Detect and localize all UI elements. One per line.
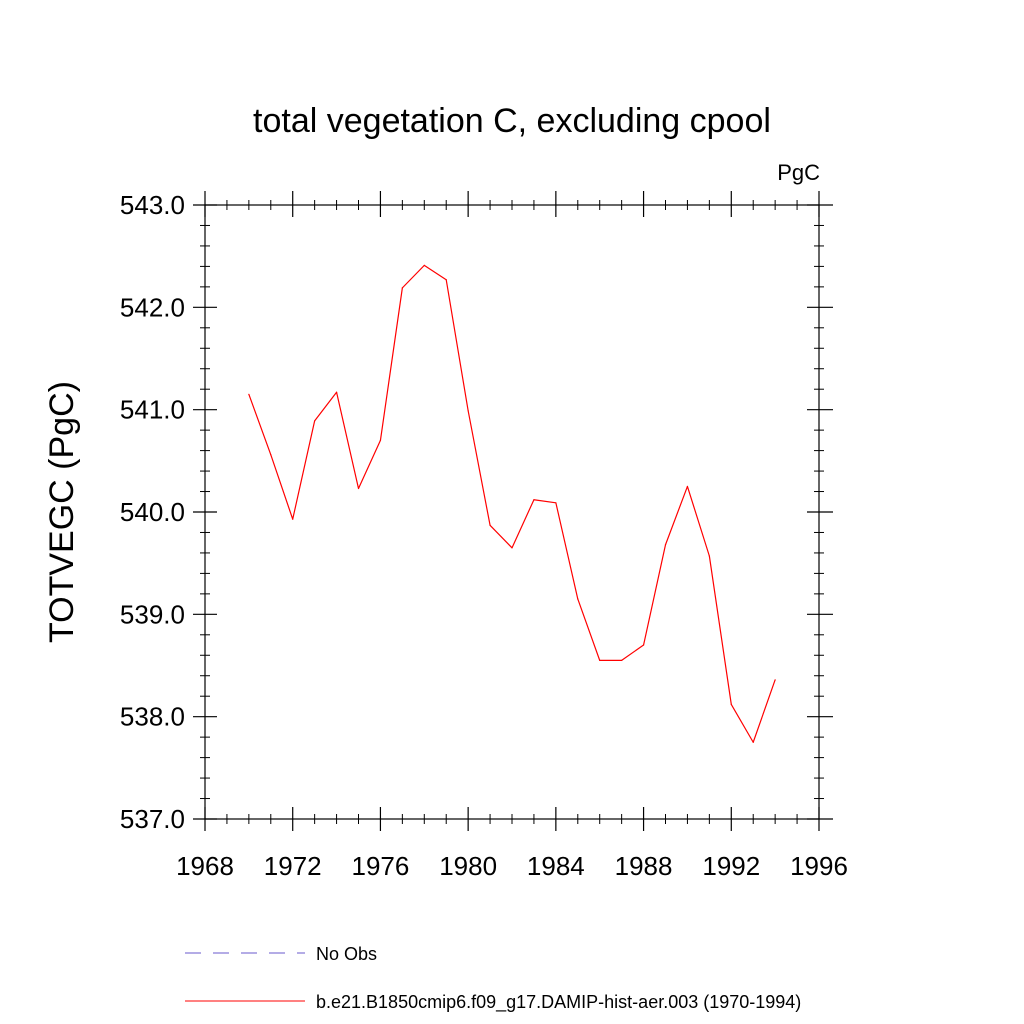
data-point — [730, 703, 732, 705]
y-tick-label: 538.0 — [120, 702, 185, 732]
data-point — [511, 547, 513, 549]
legend: No Obs b.e21.B1850cmip6.f09_g17.DAMIP-his… — [185, 944, 801, 1013]
data-point — [401, 287, 403, 289]
chart-title: total vegetation C, excluding cpool — [253, 102, 771, 140]
x-tick-labels: 1968 1972 1976 1980 1984 1988 1992 1996 — [176, 851, 848, 881]
data-point — [533, 499, 535, 501]
data-point — [248, 393, 250, 395]
data-point — [489, 524, 491, 526]
data-point — [774, 679, 776, 681]
y-tick-label: 539.0 — [120, 599, 185, 629]
x-tick-label: 1996 — [790, 851, 848, 881]
legend-label: b.e21.B1850cmip6.f09_g17.DAMIP-hist-aer.… — [316, 992, 801, 1013]
y-axis-label: TOTVEGC (PgC) — [43, 381, 81, 643]
data-point — [599, 659, 601, 661]
y-tick-labels: 537.0 538.0 539.0 540.0 541.0 542.0 543.0 — [120, 190, 185, 834]
data-point — [621, 659, 623, 661]
plot-frame — [204, 204, 820, 820]
x-tick-label: 1968 — [176, 851, 234, 881]
series-layer — [248, 264, 776, 743]
data-point — [708, 555, 710, 557]
series-line — [248, 264, 776, 743]
x-tick-label: 1988 — [615, 851, 673, 881]
y-tick-label: 540.0 — [120, 497, 185, 527]
y-tick-label: 543.0 — [120, 190, 185, 220]
data-point — [423, 264, 425, 266]
minor-ticks — [200, 200, 824, 824]
legend-label: No Obs — [316, 944, 377, 964]
data-point — [445, 279, 447, 281]
data-point — [270, 454, 272, 456]
major-ticks — [193, 191, 833, 831]
data-point — [555, 502, 557, 504]
x-tick-label: 1984 — [527, 851, 585, 881]
data-point — [379, 439, 382, 441]
data-point — [314, 420, 316, 422]
data-point — [686, 485, 689, 488]
y-tick-label: 537.0 — [120, 804, 185, 834]
data-point — [577, 598, 579, 600]
data-point — [752, 741, 754, 743]
y-tick-label: 542.0 — [120, 292, 185, 322]
data-point — [335, 391, 338, 393]
y-tick-label: 541.0 — [120, 395, 185, 425]
data-point — [642, 644, 645, 646]
data-point — [357, 487, 360, 490]
x-tick-label: 1980 — [439, 851, 497, 881]
data-point — [664, 544, 667, 546]
x-tick-label: 1972 — [264, 851, 322, 881]
x-tick-label: 1976 — [352, 851, 410, 881]
x-tick-label: 1992 — [702, 851, 760, 881]
units-label: PgC — [777, 160, 820, 185]
data-point — [467, 410, 469, 412]
data-point — [292, 518, 294, 520]
